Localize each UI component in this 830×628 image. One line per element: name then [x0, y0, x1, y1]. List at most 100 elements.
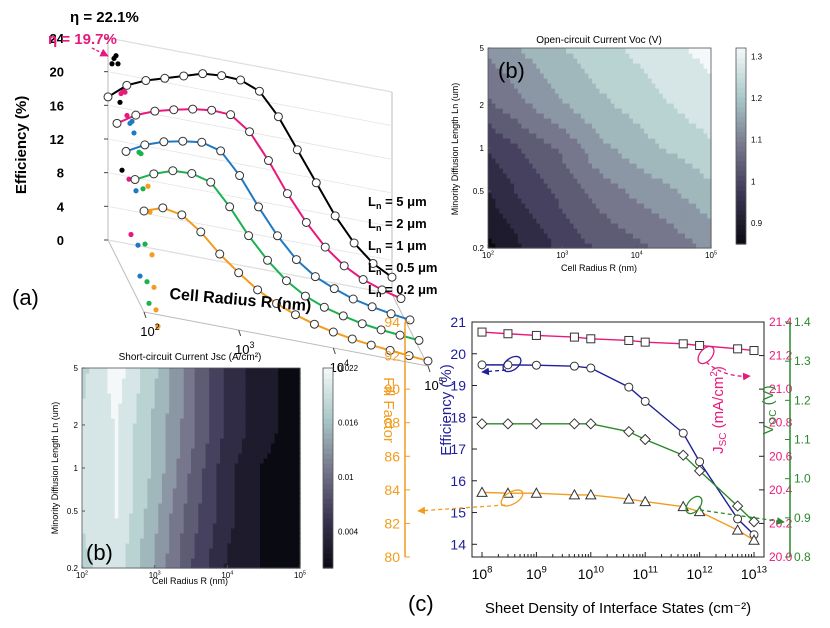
heatmap-cell [640, 148, 644, 154]
series-point-ln-3 [358, 320, 366, 328]
heatmap-cell [622, 113, 626, 119]
heatmap-cell [253, 538, 257, 544]
heatmap-cell [681, 73, 685, 79]
heatmap-cell [184, 443, 188, 449]
heatmap-cell [555, 238, 559, 244]
heatmap-cell [122, 508, 126, 514]
heatmap-cell [158, 523, 162, 529]
heatmap-cell [209, 398, 213, 404]
heatmap-cell [640, 133, 644, 139]
legend-eq: = 0.2 μm [381, 282, 437, 297]
heatmap-cell [611, 198, 615, 204]
heatmap-cell [577, 153, 581, 159]
heatmap-cell [518, 128, 522, 134]
heatmap-cell [104, 498, 108, 504]
heatmap-cell [82, 378, 86, 384]
heatmap-cell [529, 148, 533, 154]
heatmap-cell [581, 58, 585, 64]
heatmap-cell [191, 413, 195, 419]
heatmap-cell [685, 188, 689, 194]
heatmap-cell [510, 153, 514, 159]
heatmap-cell [663, 98, 667, 104]
heatmap-cell [100, 423, 104, 429]
heatmap-cell [581, 183, 585, 189]
heatmap-cell [525, 93, 529, 99]
heatmap-cell [518, 138, 522, 144]
heatmap-cell [282, 508, 286, 514]
heatmap-cell [151, 548, 155, 554]
heatmap-cell [100, 528, 104, 534]
heatmap-cell [644, 63, 648, 69]
heatmap-cell [264, 498, 268, 504]
heatmap-cell [86, 473, 90, 479]
heatmap-cell [242, 488, 246, 494]
heatmap-cell [648, 103, 652, 109]
heatmap-cell [180, 383, 184, 389]
heatmap-cell [122, 473, 126, 479]
heatmap-cell [507, 88, 511, 94]
heatmap-cell [585, 223, 589, 229]
heatmap-cell [533, 53, 537, 59]
heatmap-cell [216, 533, 220, 539]
heatmap-cell [611, 183, 615, 189]
heatmap-cell [633, 228, 637, 234]
heatmap-cell [158, 398, 162, 404]
heatmap-cell [503, 188, 507, 194]
heatmap-cell [577, 133, 581, 139]
colorbar-step [736, 87, 746, 93]
heatmap-cell [220, 453, 224, 459]
heatmap-cell [220, 383, 224, 389]
heatmap-cell [89, 403, 93, 409]
heatmap-cell [607, 228, 611, 234]
heatmap-cell [663, 78, 667, 84]
heatmap-cell [129, 548, 133, 554]
heatmap-cell [611, 178, 615, 184]
heatmap-cell [592, 108, 596, 114]
heatmap-cell [633, 48, 637, 54]
heatmap-cell [122, 478, 126, 484]
heatmap-cell [555, 128, 559, 134]
heatmap-cell [622, 228, 626, 234]
heatmap-cell [544, 133, 548, 139]
heatmap-cell [137, 433, 141, 439]
heatmap-cell [278, 523, 282, 529]
heatmap-cell [704, 233, 708, 239]
heatmap-cell [111, 513, 115, 519]
heatmap-cell [555, 123, 559, 129]
heatmap-cell [202, 438, 206, 444]
heatmap-cell [600, 223, 604, 229]
heatmap-cell [180, 523, 184, 529]
heatmap-cell [267, 493, 271, 499]
heatmap-cell [86, 523, 90, 529]
heatmap-cell [118, 518, 122, 524]
heatmap-cell [220, 428, 224, 434]
heatmap-cell [570, 113, 574, 119]
heatmap-cell [559, 233, 563, 239]
heatmap-cell [267, 518, 271, 524]
heatmap-cell [555, 158, 559, 164]
heatmap-cell [198, 548, 202, 554]
heatmap-cell [503, 93, 507, 99]
heatmap-cell [704, 48, 708, 54]
heatmap-cell [176, 508, 180, 514]
series-point-ln-2 [368, 303, 376, 311]
heatmap-cell [235, 403, 239, 409]
heatmap-cell [544, 148, 548, 154]
heatmap-cell [118, 458, 122, 464]
heatmap-cell [111, 498, 115, 504]
heatmap-cell [581, 158, 585, 164]
heatmap-cell [144, 478, 148, 484]
heatmap-cell [264, 448, 268, 454]
heatmap-cell [89, 383, 93, 389]
heatmap-cell [227, 473, 231, 479]
heatmap-cell [155, 423, 159, 429]
heatmap-cell [213, 423, 217, 429]
heatmap-cell [267, 448, 271, 454]
heatmap-cell [180, 368, 184, 374]
heatmap-cell [499, 178, 503, 184]
heatmap-cell [655, 53, 659, 59]
heatmap-cell [626, 233, 630, 239]
heatmap-cell [122, 533, 126, 539]
heatmap-cell [637, 223, 641, 229]
heatmap-cell [126, 453, 130, 459]
